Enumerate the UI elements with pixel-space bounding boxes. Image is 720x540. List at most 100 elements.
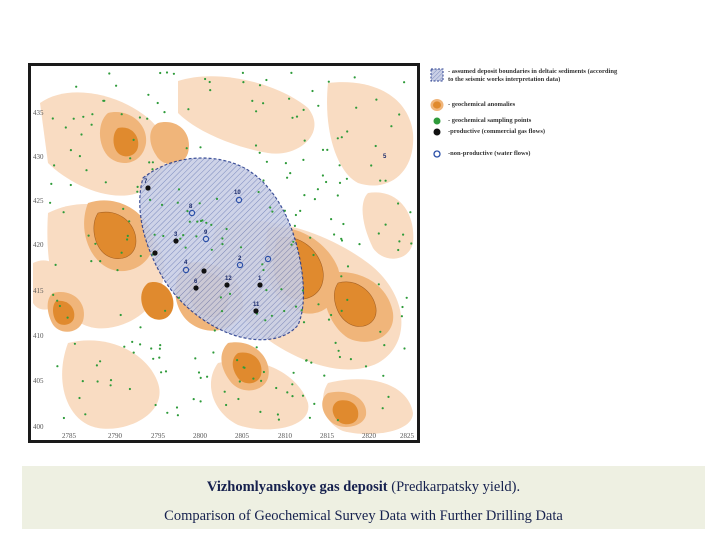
sampling-point <box>330 218 333 221</box>
y-label: 405 <box>33 377 44 385</box>
sampling-point <box>80 133 83 136</box>
sampling-point <box>139 326 142 329</box>
sampling-point <box>148 161 151 164</box>
sampling-point <box>301 394 305 397</box>
sampling-point <box>336 137 339 140</box>
caption-title: Vizhomlyanskoye gas deposit (Predkarpats… <box>22 479 705 496</box>
sampling-point <box>239 246 243 249</box>
productive-well <box>257 282 263 288</box>
well-label: 12 <box>225 276 232 282</box>
sampling-point <box>336 419 339 422</box>
sampling-point <box>51 117 54 120</box>
sampling-point <box>151 161 154 164</box>
sampling-point <box>295 115 299 118</box>
sampling-point <box>302 108 305 111</box>
sampling-point <box>198 202 201 205</box>
sampling-point <box>237 397 240 401</box>
sampling-point <box>91 113 94 116</box>
sampling-point <box>186 210 189 213</box>
legend-item-productive-well: -productive (commercial gas flows) <box>430 125 623 139</box>
sampling-point <box>333 233 336 236</box>
sampling-point <box>238 380 241 383</box>
sampling-point <box>265 78 268 82</box>
sampling-point <box>303 139 306 142</box>
sampling-point <box>152 357 155 360</box>
sampling-point <box>219 296 222 299</box>
sampling-point <box>334 341 337 344</box>
sampling-point <box>271 210 274 213</box>
well-label: 7 <box>144 179 148 185</box>
non-productive-well <box>188 209 196 217</box>
sampling-point <box>221 243 224 246</box>
sampling-point <box>327 80 330 83</box>
sampling-point <box>317 303 320 306</box>
y-label: 430 <box>33 153 44 161</box>
deposit-boundary-icon <box>430 68 444 82</box>
y-label: 410 <box>33 332 44 340</box>
legend-text: - geochemical sampling points <box>448 117 532 124</box>
sampling-point <box>255 346 258 349</box>
caption-title-bold: Vizhomlyanskoye gas deposit <box>206 479 388 495</box>
sampling-point <box>72 117 75 120</box>
sampling-point <box>85 169 88 172</box>
non-productive-well <box>264 255 272 263</box>
geochemical-map: 435 430 425 420 415 410 405 400 2785 279… <box>31 66 417 440</box>
sampling-point <box>210 248 213 251</box>
sampling-point <box>387 395 390 398</box>
sampling-point <box>313 402 316 405</box>
sampling-point <box>126 234 129 237</box>
legend-text: -non-productive (water flows) <box>448 150 531 157</box>
sampling-point <box>405 296 408 299</box>
sampling-point <box>119 313 122 317</box>
sampling-point <box>323 374 326 377</box>
sampling-point <box>305 359 308 362</box>
sampling-point <box>81 380 84 383</box>
sampling-point <box>326 148 329 151</box>
sampling-point <box>158 356 161 359</box>
productive-well <box>224 282 230 288</box>
sampling-point <box>327 318 331 321</box>
sampling-point <box>162 234 165 238</box>
sampling-point <box>275 386 278 390</box>
sampling-point <box>358 243 361 246</box>
productive-well <box>253 308 259 314</box>
sampling-point <box>109 379 113 382</box>
sampling-point <box>99 260 102 263</box>
sampling-point <box>384 179 387 182</box>
non-productive-well <box>236 261 244 269</box>
sampling-point <box>288 97 291 100</box>
sampling-point <box>204 77 207 81</box>
sampling-point <box>375 98 378 101</box>
sampling-point <box>400 315 403 318</box>
sampling-point <box>54 263 57 266</box>
legend-text: - geochemical anomalies <box>448 101 516 108</box>
sampling-point <box>163 111 166 114</box>
sampling-point <box>62 211 65 214</box>
sampling-point <box>309 236 312 239</box>
non-productive-wells <box>182 196 272 274</box>
sampling-point <box>177 188 181 191</box>
sampling-point <box>330 313 333 317</box>
sampling-point <box>128 220 131 223</box>
x-label: 2820 <box>362 432 377 440</box>
sampling-point <box>340 237 343 240</box>
sampling-point <box>313 198 316 201</box>
sampling-point <box>262 370 265 374</box>
sampling-point <box>290 71 293 74</box>
sampling-point <box>132 138 135 141</box>
sampling-point <box>52 293 55 296</box>
caption-subtitle: Comparison of Geochemical Survey Data wi… <box>164 508 563 524</box>
sampling-point <box>294 213 297 217</box>
sampling-point <box>403 347 406 350</box>
sampling-point <box>257 190 260 194</box>
sampling-point <box>166 411 169 414</box>
well-label: 10 <box>234 190 241 196</box>
sampling-point <box>115 84 118 87</box>
sampling-point <box>223 390 226 393</box>
sampling-point <box>303 194 306 197</box>
sampling-point <box>286 391 289 394</box>
legend-text: - assumed deposit boundaries in deltaic … <box>448 68 618 83</box>
sampling-point <box>132 351 135 354</box>
sampling-point <box>340 239 344 242</box>
sampling-point <box>96 380 99 383</box>
